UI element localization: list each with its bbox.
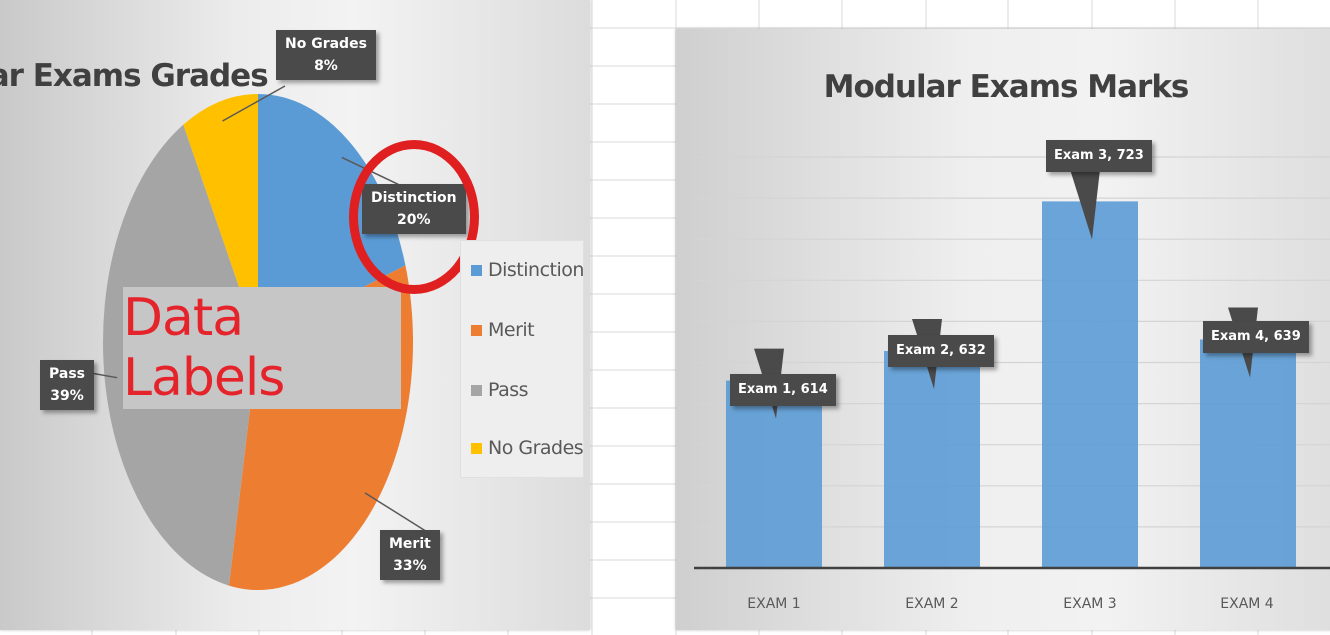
bar-data-label[interactable]: Exam 1, 614 xyxy=(730,374,836,406)
legend-swatch xyxy=(471,442,482,454)
legend-label: Distinction xyxy=(488,259,584,281)
bar-plot-area xyxy=(694,156,1330,570)
x-tick-label: EXAM 1 xyxy=(747,596,801,612)
legend-item-pass[interactable]: Pass xyxy=(471,379,529,401)
bar-data-label[interactable]: Exam 2, 632 xyxy=(888,335,994,367)
data-labels-overlay: Data Labels xyxy=(123,287,401,409)
pie-label-value: 33% xyxy=(393,558,427,574)
pie-label-no-grades[interactable]: No Grades 8% xyxy=(276,30,376,80)
pie-label-pass[interactable]: Pass 39% xyxy=(40,360,94,410)
pie-leader-line xyxy=(222,85,286,122)
bar-exam-4 xyxy=(1200,339,1296,568)
legend-swatch xyxy=(471,384,482,396)
pie-label-value: 8% xyxy=(314,58,338,74)
pie-chart[interactable]: ular Exams Grades Data Labels No Grades … xyxy=(0,0,590,630)
legend-swatch xyxy=(471,324,482,336)
legend-item-no-grades[interactable]: No Grades xyxy=(471,437,584,459)
pie-label-merit[interactable]: Merit 33% xyxy=(380,530,440,580)
highlight-circle xyxy=(349,140,479,294)
pie-legend[interactable]: Distinction Merit Pass No Grades xyxy=(460,240,584,478)
legend-item-merit[interactable]: Merit xyxy=(471,319,535,341)
bar-exam-3 xyxy=(1042,201,1138,568)
legend-label: Merit xyxy=(488,319,535,341)
x-tick-label: EXAM 4 xyxy=(1220,596,1274,612)
data-labels-overlay-text: Data Labels xyxy=(123,288,285,408)
pie-label-name: Merit xyxy=(389,536,431,552)
pie-label-name: No Grades xyxy=(285,36,367,52)
bar-callout-pointer xyxy=(1070,169,1100,240)
pie-slice-no-grades xyxy=(183,94,258,342)
bar-data-label[interactable]: Exam 4, 639 xyxy=(1203,321,1309,353)
x-tick-label: EXAM 3 xyxy=(1063,596,1117,612)
pie-slice-distinction xyxy=(258,94,406,342)
bar-chart-title: Modular Exams Marks xyxy=(823,69,1190,105)
pie-label-name: Pass xyxy=(49,366,85,382)
bar-data-label[interactable]: Exam 3, 723 xyxy=(1046,140,1152,172)
x-tick-label: EXAM 2 xyxy=(905,596,959,612)
bar-exam-2 xyxy=(884,350,980,568)
bar-chart[interactable]: Modular Exams Marks EXAM 1 EXAM 2 EXAM 3… xyxy=(676,29,1330,630)
legend-label: No Grades xyxy=(488,437,584,459)
legend-item-distinction[interactable]: Distinction xyxy=(471,259,584,281)
pie-chart-title: ular Exams Grades xyxy=(0,58,269,94)
legend-swatch xyxy=(471,264,482,276)
legend-label: Pass xyxy=(488,379,529,401)
pie-label-value: 39% xyxy=(50,388,84,404)
